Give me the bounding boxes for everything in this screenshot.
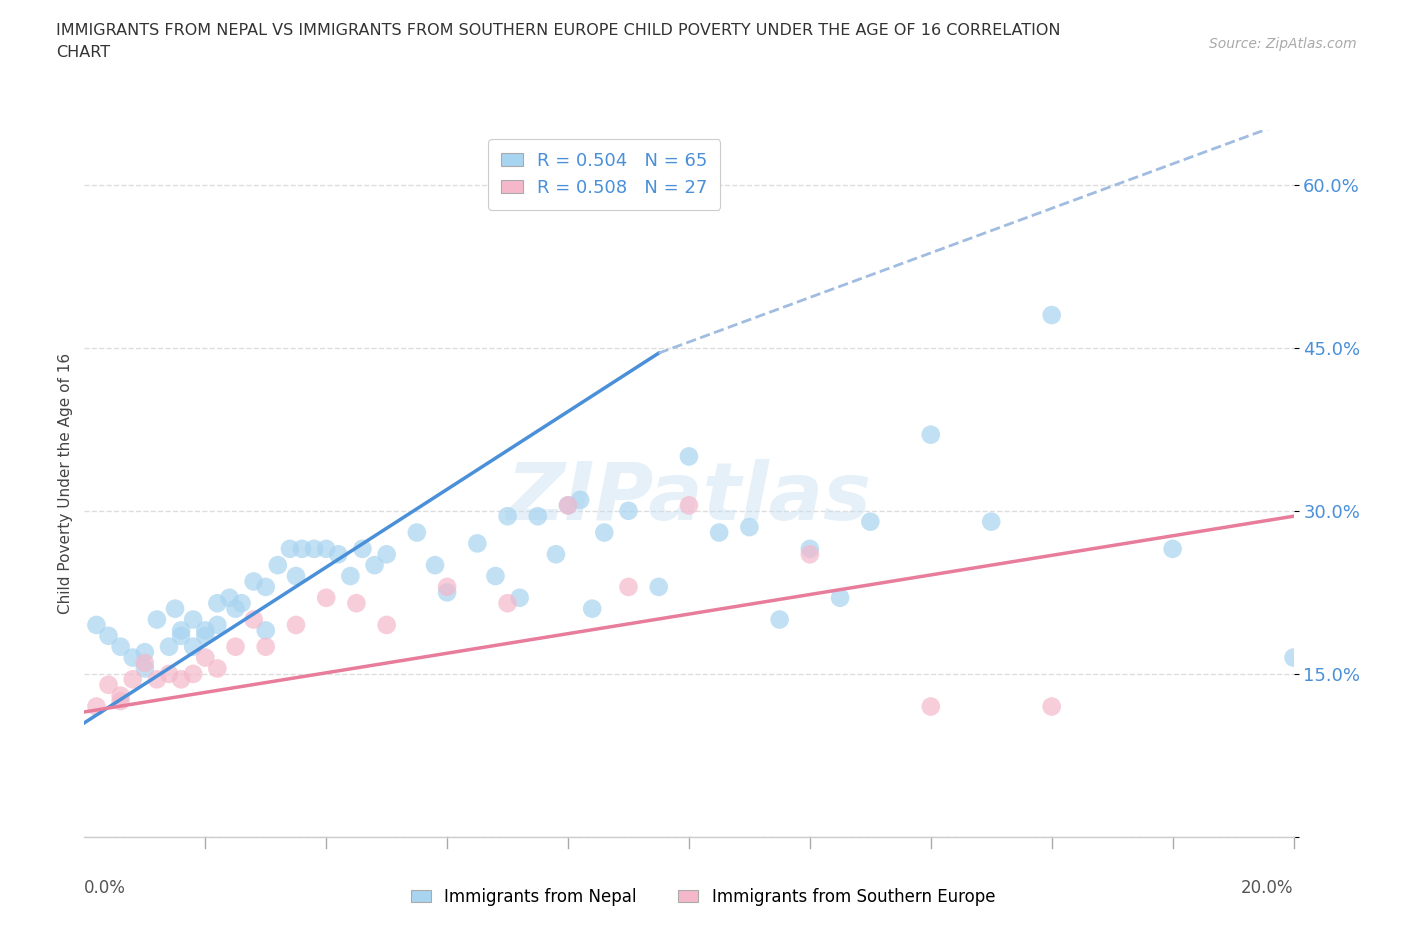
Text: IMMIGRANTS FROM NEPAL VS IMMIGRANTS FROM SOUTHERN EUROPE CHILD POVERTY UNDER THE: IMMIGRANTS FROM NEPAL VS IMMIGRANTS FROM… [56, 23, 1060, 38]
Text: Source: ZipAtlas.com: Source: ZipAtlas.com [1209, 37, 1357, 51]
Point [181, 667, 204, 682]
Point [278, 541, 301, 556]
Point [1040, 699, 1063, 714]
Point [267, 558, 290, 573]
Point [97, 629, 120, 644]
Point [569, 493, 592, 508]
Point [557, 498, 579, 512]
Point [194, 629, 217, 644]
Point [170, 623, 193, 638]
Legend: R = 0.504   N = 65, R = 0.508   N = 27: R = 0.504 N = 65, R = 0.508 N = 27 [488, 140, 720, 209]
Point [315, 591, 337, 605]
Point [1161, 541, 1184, 556]
Point [557, 498, 579, 512]
Point [1282, 650, 1305, 665]
Point [302, 541, 325, 556]
Legend: Immigrants from Nepal, Immigrants from Southern Europe: Immigrants from Nepal, Immigrants from S… [404, 881, 1002, 912]
Point [218, 591, 240, 605]
Point [86, 618, 108, 632]
Point [110, 639, 132, 654]
Point [436, 585, 458, 600]
Point [134, 661, 156, 676]
Point [423, 558, 446, 573]
Point [254, 639, 277, 654]
Point [121, 650, 143, 665]
Point [544, 547, 567, 562]
Point [194, 650, 217, 665]
Point [194, 623, 217, 638]
Point [242, 612, 264, 627]
Point [254, 579, 277, 594]
Point [920, 427, 942, 442]
Point [496, 596, 519, 611]
Point [617, 503, 640, 518]
Point [181, 639, 204, 654]
Point [231, 596, 253, 611]
Point [97, 677, 120, 692]
Point [110, 688, 132, 703]
Text: 0.0%: 0.0% [84, 880, 127, 897]
Point [207, 596, 229, 611]
Point [346, 596, 368, 611]
Point [467, 536, 489, 551]
Point [617, 579, 640, 594]
Point [920, 699, 942, 714]
Point [738, 520, 761, 535]
Point [799, 547, 821, 562]
Point [769, 612, 792, 627]
Point [181, 612, 204, 627]
Point [830, 591, 852, 605]
Point [339, 568, 361, 583]
Point [328, 547, 350, 562]
Point [709, 525, 731, 540]
Point [121, 671, 143, 686]
Point [375, 618, 398, 632]
Point [110, 694, 132, 709]
Point [678, 498, 700, 512]
Point [406, 525, 429, 540]
Point [980, 514, 1002, 529]
Point [165, 601, 187, 616]
Point [593, 525, 616, 540]
Point [509, 591, 531, 605]
Point [647, 579, 671, 594]
Point [157, 667, 180, 682]
Point [436, 579, 458, 594]
Point [284, 568, 308, 583]
Point [315, 541, 337, 556]
Point [859, 514, 882, 529]
Text: ZIPatlas: ZIPatlas [506, 458, 872, 537]
Point [146, 612, 169, 627]
Point [86, 699, 108, 714]
Point [291, 541, 314, 556]
Point [134, 656, 156, 671]
Point [678, 449, 700, 464]
Point [134, 644, 156, 659]
Point [363, 558, 385, 573]
Point [242, 574, 264, 589]
Point [581, 601, 603, 616]
Point [284, 618, 308, 632]
Point [170, 671, 193, 686]
Point [146, 671, 169, 686]
Point [1403, 629, 1406, 644]
Point [207, 618, 229, 632]
Point [1040, 308, 1063, 323]
Y-axis label: Child Poverty Under the Age of 16: Child Poverty Under the Age of 16 [58, 353, 73, 614]
Point [352, 541, 374, 556]
Point [375, 547, 398, 562]
Point [254, 623, 277, 638]
Text: CHART: CHART [56, 45, 110, 60]
Point [225, 639, 247, 654]
Point [225, 601, 247, 616]
Point [207, 661, 229, 676]
Point [799, 541, 821, 556]
Text: 20.0%: 20.0% [1241, 880, 1294, 897]
Point [157, 639, 180, 654]
Point [170, 629, 193, 644]
Point [484, 568, 506, 583]
Point [527, 509, 550, 524]
Point [496, 509, 519, 524]
